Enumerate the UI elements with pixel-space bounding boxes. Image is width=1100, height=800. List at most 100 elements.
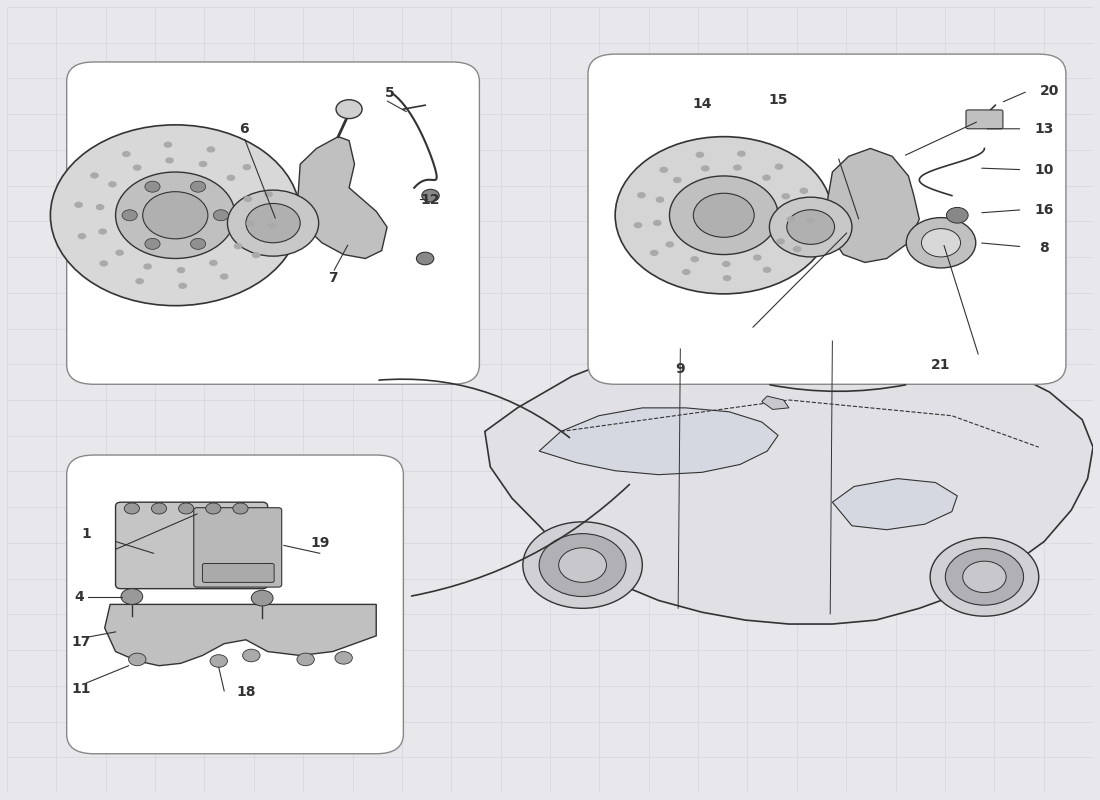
Text: 9: 9 — [675, 362, 685, 375]
Circle shape — [246, 220, 255, 226]
Circle shape — [78, 233, 86, 239]
Circle shape — [769, 197, 851, 257]
Circle shape — [242, 164, 251, 170]
Text: 10: 10 — [1034, 162, 1054, 177]
Circle shape — [220, 274, 229, 280]
Text: 12: 12 — [421, 193, 440, 206]
Circle shape — [421, 190, 439, 202]
Circle shape — [737, 150, 746, 157]
Circle shape — [164, 142, 173, 148]
Circle shape — [336, 100, 362, 118]
Circle shape — [522, 522, 642, 608]
Circle shape — [781, 193, 790, 199]
Circle shape — [539, 534, 626, 597]
Text: 4: 4 — [75, 590, 85, 603]
Circle shape — [945, 549, 1023, 605]
FancyBboxPatch shape — [67, 455, 404, 754]
Circle shape — [213, 210, 229, 221]
Circle shape — [695, 152, 704, 158]
Circle shape — [962, 561, 1006, 593]
Circle shape — [653, 220, 661, 226]
Polygon shape — [833, 478, 957, 530]
Circle shape — [233, 503, 249, 514]
Circle shape — [670, 176, 778, 254]
Circle shape — [108, 181, 117, 187]
Circle shape — [190, 238, 206, 250]
Circle shape — [615, 137, 833, 294]
FancyBboxPatch shape — [67, 62, 480, 384]
Circle shape — [116, 250, 124, 256]
Polygon shape — [485, 330, 1093, 624]
Circle shape — [634, 222, 642, 228]
Circle shape — [122, 210, 138, 221]
Circle shape — [267, 222, 276, 229]
Circle shape — [243, 649, 260, 662]
Circle shape — [251, 590, 273, 606]
Text: 17: 17 — [72, 635, 90, 649]
Circle shape — [722, 261, 730, 267]
Text: 21: 21 — [932, 358, 950, 372]
FancyBboxPatch shape — [588, 54, 1066, 384]
Circle shape — [693, 194, 755, 238]
Circle shape — [234, 243, 242, 250]
Text: 20: 20 — [1040, 84, 1059, 98]
Circle shape — [733, 164, 741, 170]
Circle shape — [800, 188, 808, 194]
Circle shape — [210, 654, 228, 667]
Circle shape — [209, 260, 218, 266]
Circle shape — [228, 190, 319, 256]
Circle shape — [124, 503, 140, 514]
Circle shape — [206, 503, 221, 514]
Circle shape — [90, 172, 99, 178]
Circle shape — [659, 166, 668, 173]
Circle shape — [786, 210, 835, 244]
FancyBboxPatch shape — [202, 563, 274, 582]
Circle shape — [762, 266, 771, 273]
Circle shape — [777, 238, 785, 245]
Circle shape — [656, 197, 664, 203]
Circle shape — [417, 252, 433, 265]
FancyBboxPatch shape — [116, 502, 267, 589]
Circle shape — [99, 260, 108, 266]
Circle shape — [152, 503, 166, 514]
Circle shape — [75, 202, 82, 208]
Circle shape — [252, 252, 261, 258]
Circle shape — [199, 161, 208, 167]
Circle shape — [96, 204, 104, 210]
Circle shape — [682, 269, 691, 275]
Circle shape — [129, 653, 146, 666]
Text: 1: 1 — [81, 526, 91, 541]
Circle shape — [786, 216, 795, 222]
Circle shape — [701, 166, 710, 171]
Text: 15: 15 — [768, 93, 788, 106]
Circle shape — [135, 278, 144, 284]
Text: 7: 7 — [328, 271, 338, 285]
Circle shape — [145, 238, 161, 250]
Circle shape — [673, 177, 682, 183]
Circle shape — [650, 250, 659, 256]
Circle shape — [264, 191, 273, 198]
Circle shape — [774, 163, 783, 170]
Circle shape — [723, 275, 732, 282]
Text: 19: 19 — [310, 536, 329, 550]
Text: 16: 16 — [1034, 202, 1054, 217]
Text: 11: 11 — [72, 682, 90, 695]
Circle shape — [122, 151, 131, 157]
Text: 18: 18 — [236, 686, 255, 699]
Circle shape — [145, 181, 161, 192]
Polygon shape — [104, 604, 376, 666]
Circle shape — [227, 174, 235, 181]
FancyBboxPatch shape — [194, 508, 282, 587]
Circle shape — [793, 246, 802, 252]
Circle shape — [243, 196, 252, 202]
Circle shape — [246, 203, 300, 242]
Circle shape — [177, 267, 186, 274]
Circle shape — [762, 174, 771, 181]
Circle shape — [143, 192, 208, 239]
Circle shape — [51, 125, 300, 306]
Text: 5: 5 — [384, 86, 394, 101]
Polygon shape — [539, 408, 778, 474]
Circle shape — [178, 503, 194, 514]
Circle shape — [336, 651, 352, 664]
Circle shape — [559, 548, 606, 582]
